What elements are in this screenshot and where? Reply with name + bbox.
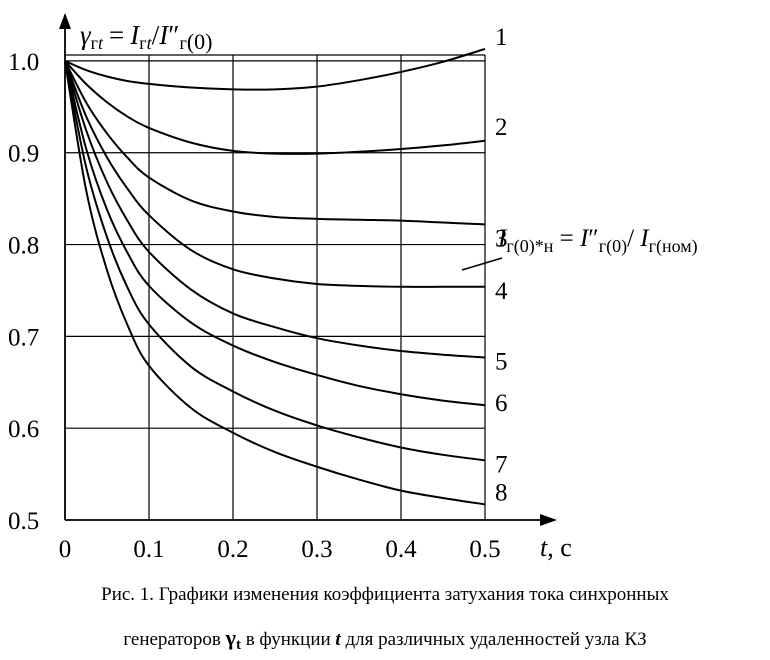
- tick-labels: 0 0.1 0.2 0.3 0.4 0.5 0.5 0.6 0.7 0.8 0.9 1.0: [8, 49, 501, 563]
- rating-annotation: Iг(0)*н = I″г(0)/ Iг(ном): [497, 225, 698, 257]
- x-tick-label: 0.3: [301, 536, 332, 563]
- y-tick-label: 0.8: [8, 233, 39, 260]
- chart: 0 0.1 0.2 0.3 0.4 0.5 0.5 0.6 0.7 0.8 0.9 1.0 1 2 3 4 5…: [8, 13, 698, 563]
- x-tick-label: 0.1: [133, 536, 164, 563]
- series-line-2: [64, 60, 486, 155]
- caption-t-symbol: t: [335, 629, 341, 650]
- caption-text-pre: генераторов: [123, 629, 221, 650]
- annotation-leader: [461, 257, 503, 271]
- series-line-5: [64, 60, 486, 359]
- y-tick-label: 0.7: [8, 324, 39, 351]
- x-tick-label: 0.4: [385, 536, 417, 563]
- y-tick-label: 0.5: [8, 508, 39, 535]
- series-labels: 1 2 3 4 5 6 78: [495, 24, 508, 506]
- curves: [64, 48, 486, 506]
- axes: [59, 13, 557, 526]
- figure-caption-line-2: генераторов γt в функции t для различных…: [0, 627, 770, 653]
- series-label-1: 1: [495, 24, 508, 51]
- y-axis-title: γгt = Iгt/I″г(0): [80, 20, 213, 54]
- y-tick-label: 0.6: [8, 416, 39, 443]
- series-label-3: 3: [495, 225, 508, 252]
- series-line-7: [64, 60, 486, 462]
- series-label-4: 4: [495, 278, 508, 305]
- figure-caption-line-1: Рис. 1. Графики изменения коэффициента з…: [101, 584, 669, 605]
- series-line-6: [64, 60, 486, 407]
- y-tick-label: 0.9: [8, 141, 39, 168]
- caption-text-post: для различных удаленностей узла КЗ: [345, 629, 647, 650]
- series-label-8: 8: [495, 479, 508, 506]
- x-axis-title: t, с: [540, 533, 572, 562]
- series-label-6: 6: [495, 390, 508, 417]
- x-tick-label: 0.2: [217, 536, 248, 563]
- caption-gamma-symbol: γt: [225, 625, 241, 653]
- series-label-5: 5: [495, 348, 508, 375]
- y-axis-arrow: [59, 13, 71, 29]
- series-label-7: 7: [495, 451, 508, 478]
- x-axis-arrow: [540, 514, 557, 526]
- series-line-4: [64, 60, 485, 288]
- series-line-8: [64, 60, 486, 506]
- x-tick-label: 0: [59, 536, 72, 563]
- series-label-2: 2: [495, 114, 508, 141]
- series-line-1: [64, 48, 486, 91]
- series-line-3: [64, 60, 486, 226]
- y-tick-label: 1.0: [8, 49, 39, 76]
- x-tick-label: 0.5: [469, 536, 500, 563]
- caption-text-mid: в функции: [245, 629, 331, 650]
